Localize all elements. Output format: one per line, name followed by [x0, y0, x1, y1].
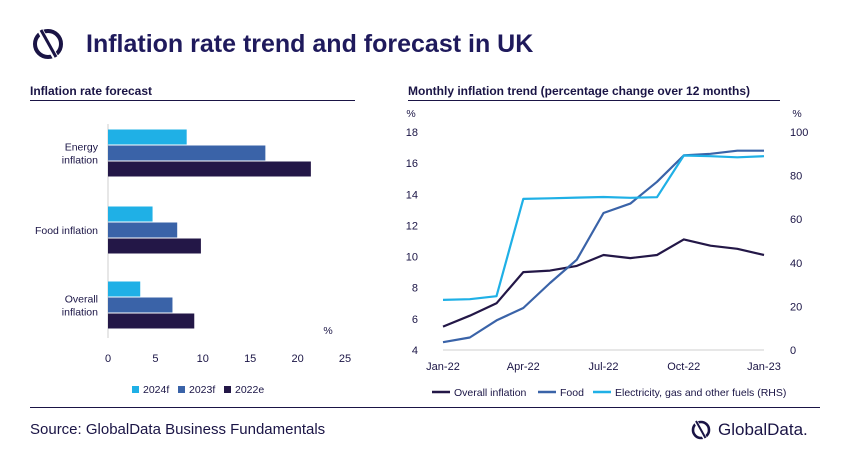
line-x-tick-label: Jan-23	[747, 361, 781, 373]
bar-legend-swatch-2024f	[132, 386, 139, 393]
bar-2022e-2	[108, 313, 195, 329]
bar-2022e-1	[108, 238, 201, 254]
bar-category-label: inflation	[62, 307, 98, 319]
footer-rule	[30, 407, 820, 408]
bar-2024f-0	[108, 129, 187, 145]
bar-x-tick-label: 0	[105, 353, 111, 365]
bar-x-tick-label: 15	[244, 353, 256, 365]
line-left-tick-label: 6	[412, 314, 418, 326]
line-left-tick-label: 8	[412, 283, 418, 295]
bar-legend-label: 2022e	[235, 384, 264, 396]
line-left-tick-label: 18	[406, 127, 418, 139]
line-right-tick-label: 40	[790, 258, 802, 270]
line-left-unit: %	[406, 108, 415, 120]
bar-category-label: inflation	[62, 155, 98, 167]
line-left-tick-label: 16	[406, 158, 418, 170]
globaldata-logo-icon	[33, 26, 63, 62]
bar-x-tick-label: 5	[152, 353, 158, 365]
page-title: Inflation rate trend and forecast in UK	[86, 30, 534, 58]
line-right-tick-label: 20	[790, 301, 802, 313]
line-left-tick-label: 10	[406, 252, 418, 264]
brand-name: GlobalData.	[718, 420, 808, 439]
line-legend-label: Electricity, gas and other fuels (RHS)	[615, 387, 786, 399]
line-right-tick-label: 100	[790, 127, 808, 139]
line-left-tick-label: 4	[412, 345, 418, 357]
bar-legend-swatch-2023f	[178, 386, 185, 393]
line-right-tick-label: 80	[790, 171, 802, 183]
bar-2024f-1	[108, 206, 153, 222]
line-x-tick-label: Apr-22	[507, 361, 540, 373]
brand-logo: GlobalData.	[690, 418, 808, 442]
line-series-food	[442, 149, 764, 344]
line-legend-label: Overall inflation	[454, 387, 527, 399]
line-x-tick-label: Jul-22	[589, 361, 619, 373]
line-legend-label: Food	[560, 387, 584, 399]
line-left-tick-label: 12	[406, 220, 418, 232]
bar-2023f-2	[108, 297, 173, 313]
bar-category-label: Overall	[65, 294, 98, 306]
bar-x-tick-label: 20	[291, 353, 303, 365]
line-chart-title: Monthly inflation trend (percentage chan…	[408, 84, 751, 98]
bar-2023f-0	[108, 145, 266, 161]
bar-2023f-1	[108, 222, 178, 238]
line-series-electricity	[442, 154, 765, 301]
bar-2024f-2	[108, 281, 141, 297]
line-x-tick-label: Oct-22	[667, 361, 700, 373]
line-chart-title-rule	[408, 100, 780, 101]
bar-chart-title: Inflation rate forecast	[30, 84, 153, 98]
bar-unit-label: %	[323, 325, 332, 337]
line-x-tick-label: Jan-22	[426, 361, 460, 373]
bar-category-label: Food inflation	[35, 225, 98, 237]
bar-legend-label: 2024f	[143, 384, 169, 396]
bar-legend-label: 2023f	[189, 384, 215, 396]
bar-chart-title-rule	[30, 100, 355, 101]
line-right-tick-label: 0	[790, 345, 796, 357]
brand-mark-icon	[691, 419, 711, 441]
line-right-tick-label: 60	[790, 214, 802, 226]
bar-2022e-0	[108, 161, 311, 177]
bar-legend-swatch-2022e	[224, 386, 231, 393]
bar-category-label: Energy	[65, 142, 99, 154]
bar-x-tick-label: 25	[339, 353, 351, 365]
line-left-tick-label: 14	[406, 189, 418, 201]
source-note: Source: GlobalData Business Fundamentals	[30, 421, 326, 438]
bar-x-tick-label: 10	[197, 353, 209, 365]
line-right-unit: %	[792, 108, 801, 120]
line-series-overall	[442, 238, 765, 328]
